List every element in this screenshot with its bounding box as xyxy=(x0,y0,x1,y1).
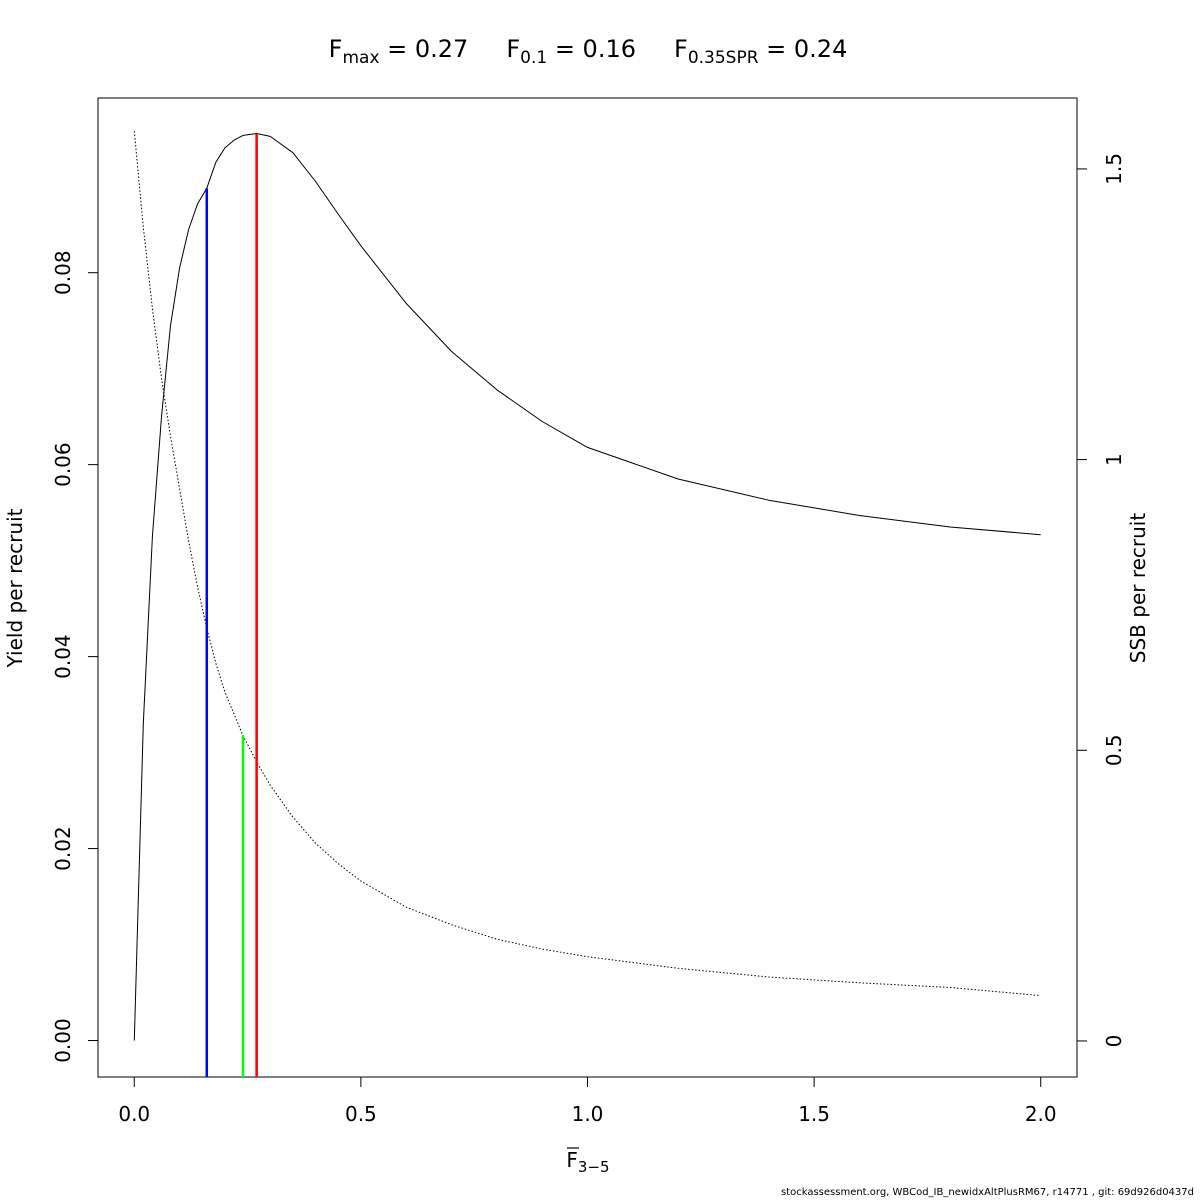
title-f01-symbol: F xyxy=(506,35,520,63)
x-axis-label-subscript: 3−5 xyxy=(578,1158,610,1176)
y-tick-label: 0.08 xyxy=(51,250,75,295)
x-tick-label: 0.0 xyxy=(118,1102,150,1126)
x-tick-label: 2.0 xyxy=(1025,1102,1057,1126)
title-fmax-subscript: max xyxy=(342,48,379,68)
ssb-per-recruit-line xyxy=(133,131,1041,997)
x-axis-label: F3−5 xyxy=(566,1148,609,1176)
title-fspr-symbol: F xyxy=(674,35,688,63)
x-tick-label: 1.5 xyxy=(798,1102,830,1126)
y-axis-label: Yield per recruit xyxy=(3,508,27,668)
y2-tick-label: 0 xyxy=(1102,1035,1126,1048)
x-axis-label-base: F xyxy=(566,1148,578,1172)
y-tick-label: 0.04 xyxy=(51,634,75,679)
y-tick-label: 0.00 xyxy=(51,1018,75,1063)
title-f01-subscript: 0.1 xyxy=(520,48,547,68)
plot-frame xyxy=(97,97,1078,1078)
y2-tick-label: 0.5 xyxy=(1102,734,1126,766)
title-f01-value: = 0.16 xyxy=(547,35,636,63)
y-tick-label: 0.06 xyxy=(51,442,75,487)
footer-note: stockassessment.org, WBCod_IB_newidxAltP… xyxy=(780,1187,1194,1198)
title-fmax-value: = 0.27 xyxy=(380,35,469,63)
title-fspr-subscript: 0.35SPR xyxy=(688,48,759,68)
y2-axis-label: SSB per recruit xyxy=(1126,513,1150,664)
y-tick-label: 0.02 xyxy=(51,826,75,871)
y2-tick-label: 1 xyxy=(1102,453,1126,466)
title-fmax-symbol: F xyxy=(329,35,343,63)
x-tick-label: 0.5 xyxy=(345,1102,377,1126)
x-tick-label: 1.0 xyxy=(572,1102,604,1126)
chart-title: Fmax = 0.27 F0.1 = 0.16 F0.35SPR = 0.24 xyxy=(329,35,848,68)
title-fspr-value: = 0.24 xyxy=(759,35,848,63)
yield-per-recruit-line xyxy=(133,133,1041,1041)
y2-tick-label: 1.5 xyxy=(1102,153,1126,185)
